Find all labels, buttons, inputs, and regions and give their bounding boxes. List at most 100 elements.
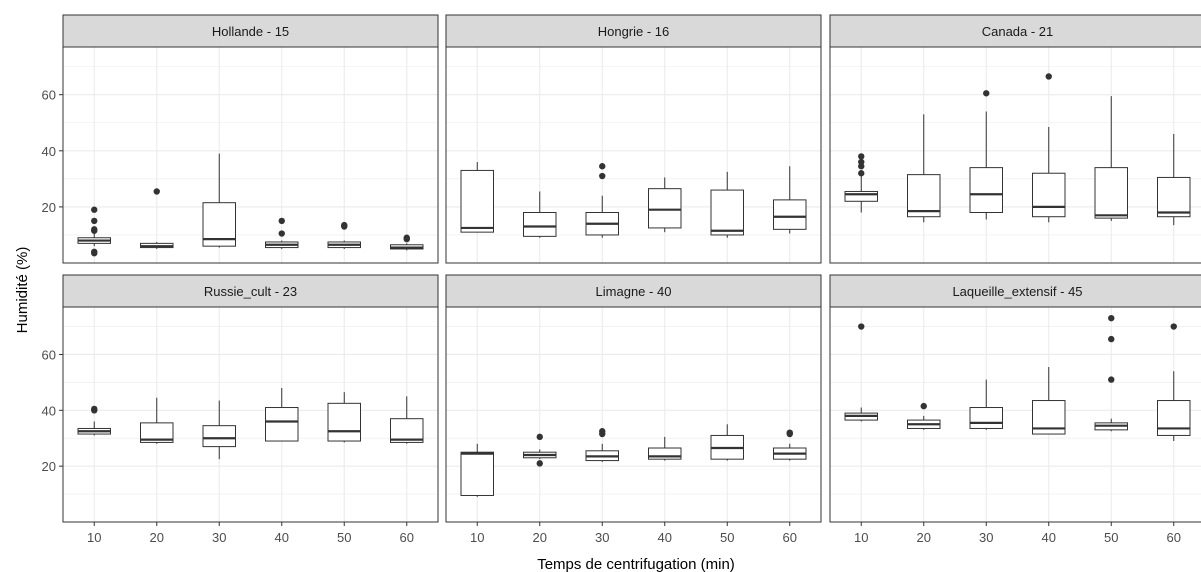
outlier-point xyxy=(858,153,865,160)
panel-background xyxy=(63,307,438,522)
iqr-box xyxy=(1157,176,1191,218)
facet-panel: Hollande - 15 20 40 60 xyxy=(42,14,439,264)
iqr-box xyxy=(460,451,494,496)
y-tick-label: 20 xyxy=(42,200,56,215)
x-tick-label: 50 xyxy=(1104,530,1118,545)
x-axis-label: Temps de centrifugation (min) xyxy=(537,556,735,572)
outlier-point xyxy=(599,428,606,435)
outlier-point xyxy=(341,221,348,229)
iqr-box xyxy=(1094,167,1128,219)
outlier-point xyxy=(91,405,98,413)
outlier-point xyxy=(403,234,410,241)
outlier-point xyxy=(858,323,865,330)
boxplot-box xyxy=(969,379,1003,430)
x-tick-label: 10 xyxy=(854,530,868,545)
facet-panel: Canada - 21 xyxy=(829,14,1201,264)
facet-panel: Russie_cult - 23 20 40 60 10 20 30 40 50 60 xyxy=(42,274,439,545)
outlier-point xyxy=(153,188,160,195)
panel-background xyxy=(830,307,1201,522)
facet-strip xyxy=(445,14,822,48)
facet-strip xyxy=(62,274,439,308)
x-tick-label: 40 xyxy=(1042,530,1056,545)
iqr-box xyxy=(710,189,744,236)
x-tick-label: 10 xyxy=(87,530,101,545)
outlier-point xyxy=(1108,314,1115,322)
boxplot-box xyxy=(585,428,619,462)
boxplot-box xyxy=(265,217,299,249)
outlier-point xyxy=(278,217,285,225)
iqr-box xyxy=(844,190,878,202)
boxplot-box xyxy=(907,402,941,430)
facet-panel: Laqueille_extensif - 45 10 20 30 40 50 60 xyxy=(829,274,1201,545)
iqr-box xyxy=(460,169,494,233)
iqr-box xyxy=(1157,400,1191,436)
x-tick-label: 20 xyxy=(150,530,164,545)
facet-strip-title: Russie_cult - 23 xyxy=(204,284,297,299)
iqr-box xyxy=(1032,172,1066,218)
boxplot-box xyxy=(1094,96,1128,221)
boxplot-box xyxy=(773,429,807,461)
x-tick-label: 40 xyxy=(658,530,672,545)
outlier-point xyxy=(1108,376,1115,383)
x-tick-label: 40 xyxy=(275,530,289,545)
boxplot-box xyxy=(1157,323,1191,442)
x-tick-label: 10 xyxy=(470,530,484,545)
facet-strip xyxy=(62,14,439,48)
boxplot-box xyxy=(585,163,619,238)
boxplot-box xyxy=(265,387,299,442)
outlier-point xyxy=(91,249,98,257)
boxplot-box xyxy=(844,323,878,422)
facet-strip-title: Limagne - 40 xyxy=(596,284,672,299)
boxplot-box xyxy=(390,396,424,444)
x-tick-label: 60 xyxy=(1167,530,1181,545)
outlier-point xyxy=(858,170,865,177)
x-tick-label: 20 xyxy=(533,530,547,545)
iqr-box xyxy=(773,199,807,230)
x-tick-label: 30 xyxy=(212,530,226,545)
panel-background xyxy=(830,47,1201,263)
outlier-point xyxy=(1170,323,1177,330)
facet-strip xyxy=(829,14,1201,48)
y-tick-label: 20 xyxy=(42,459,56,474)
boxplot-box xyxy=(648,436,682,461)
iqr-box xyxy=(907,174,941,218)
boxplot-box xyxy=(1032,73,1066,223)
outlier-point xyxy=(599,172,606,180)
panel-background xyxy=(63,47,438,263)
outlier-point xyxy=(1045,73,1052,80)
iqr-box xyxy=(265,407,299,442)
iqr-box xyxy=(969,407,1003,429)
iqr-box xyxy=(390,418,424,443)
outlier-point xyxy=(278,230,285,237)
boxplot-box xyxy=(1032,367,1066,435)
x-tick-label: 50 xyxy=(720,530,734,545)
outlier-point xyxy=(920,402,927,410)
boxplot-box xyxy=(460,162,494,233)
x-tick-label: 60 xyxy=(783,530,797,545)
y-tick-label: 40 xyxy=(42,144,56,159)
x-tick-label: 30 xyxy=(595,530,609,545)
facet-panel: Limagne - 40 10 20 30 40 50 60 xyxy=(445,274,822,545)
boxplot-box xyxy=(77,405,111,436)
iqr-box xyxy=(140,422,174,443)
outlier-point xyxy=(1108,335,1115,343)
panels-layer: Hollande - 15 20 40 60 Hongrie - 16 Canada - … xyxy=(42,14,1201,545)
facet-strip-title: Hollande - 15 xyxy=(212,24,289,39)
boxplot-box xyxy=(77,206,111,257)
boxplot-box xyxy=(523,433,557,467)
facet-strip xyxy=(829,274,1201,308)
x-tick-label: 50 xyxy=(337,530,351,545)
iqr-box xyxy=(202,425,236,448)
boxplot-box xyxy=(140,397,174,444)
boxplot-box xyxy=(460,443,494,497)
iqr-box xyxy=(648,188,682,229)
y-tick-label: 60 xyxy=(42,88,56,103)
facet-strip-title: Laqueille_extensif - 45 xyxy=(952,284,1082,299)
outlier-point xyxy=(91,217,98,225)
facet-panel: Hongrie - 16 xyxy=(445,14,822,264)
outlier-point xyxy=(858,158,865,166)
x-tick-label: 60 xyxy=(400,530,414,545)
outlier-point xyxy=(536,433,543,441)
x-tick-label: 30 xyxy=(979,530,993,545)
